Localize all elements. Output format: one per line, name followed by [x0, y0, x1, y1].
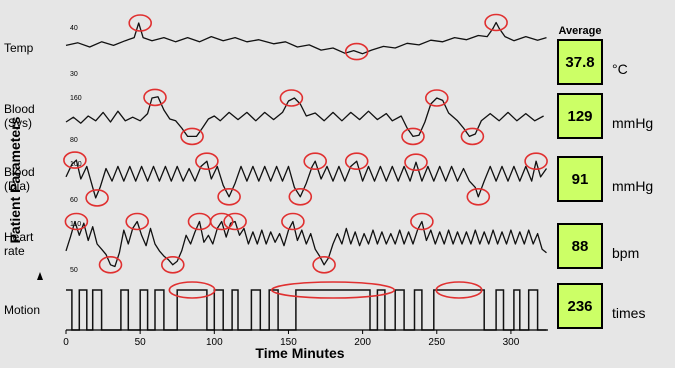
highlight-circle-sys [143, 88, 167, 107]
highlight-circle-hr [223, 212, 247, 231]
highlight-circle-sys [460, 127, 485, 146]
highlight-circle-temp [344, 42, 369, 61]
average-value-temp: 37.8 [565, 54, 594, 71]
x-tick-label: 200 [354, 337, 371, 348]
y-axis-title: Patient Parameters [7, 116, 23, 243]
highlight-circle-temp [484, 13, 508, 32]
unit-motion: times [612, 305, 645, 321]
y-min-label-sys: 80 [70, 137, 78, 144]
series-line-temp [65, 21, 547, 55]
highlight-circle-dia [344, 152, 369, 170]
highlight-circle-hr [312, 255, 336, 274]
row-label-dia: Blood [4, 165, 35, 179]
series-line-dia [65, 159, 548, 199]
x-tick-label: 150 [280, 337, 297, 348]
highlight-circle-dia [63, 151, 87, 169]
average-box-sys [557, 93, 603, 139]
row-label-sys: (Sys) [4, 116, 32, 130]
average-box-temp [557, 39, 603, 85]
row-label-temp: Temp [4, 41, 34, 55]
highlight-circle-sys [180, 127, 204, 146]
arrow-icon [37, 272, 43, 280]
highlight-circle-temp [128, 14, 152, 32]
average-header: Average [558, 25, 601, 37]
unit-dia: mmHg [612, 178, 653, 194]
average-box-dia [557, 156, 603, 202]
y-min-label-hr: 50 [70, 267, 78, 274]
average-value-dia: 91 [572, 171, 589, 188]
row-label-motion: Motion [4, 303, 40, 317]
x-tick-label: 100 [206, 337, 223, 348]
y-max-label-dia: 100 [70, 161, 82, 168]
y-max-label-sys: 160 [70, 95, 82, 102]
unit-sys: mmHg [612, 115, 653, 131]
y-min-label-dia: 60 [70, 197, 78, 204]
row-label-sys: Blood [4, 102, 35, 116]
highlight-circle-sys [401, 127, 425, 146]
highlight-circle-hr [281, 212, 305, 231]
average-value-hr: 88 [572, 238, 589, 255]
row-label-dia: (Dia) [4, 179, 30, 193]
average-box-motion [557, 283, 603, 329]
x-tick-label: 250 [428, 337, 445, 348]
highlight-circle-hr [125, 212, 149, 231]
highlight-circle-hr [209, 212, 234, 231]
highlight-circle-dia [288, 188, 313, 206]
highlight-circle-dia [217, 188, 241, 206]
average-value-motion: 236 [567, 298, 592, 315]
row-label-hr: rate [4, 244, 25, 258]
highlight-circle-dia [85, 189, 109, 207]
highlight-circle-motion [168, 281, 216, 299]
highlight-circle-dia [404, 153, 428, 171]
highlight-circle-motion [270, 281, 396, 299]
series-line-hr [65, 220, 547, 268]
unit-temp: °C [612, 61, 628, 77]
highlight-circle-dia [524, 152, 548, 170]
row-temp: Temp 40 30 37.8 °C [4, 13, 628, 85]
x-tick-label: 300 [503, 337, 520, 348]
series-line-sys [65, 96, 544, 138]
row-dia: Blood(Dia) 100 60 91 mmHg [4, 151, 653, 207]
highlight-circle-hr [161, 255, 185, 274]
x-tick-label: 50 [135, 337, 147, 348]
highlight-circle-hr [98, 255, 123, 274]
unit-hr: bpm [612, 245, 639, 261]
x-tick-label: 0 [63, 337, 69, 348]
highlight-circle-hr [64, 212, 89, 231]
highlight-circle-dia [303, 152, 328, 170]
highlight-circle-dia [195, 152, 219, 170]
y-min-label-temp: 30 [70, 71, 78, 78]
row-label-hr: Heart [4, 230, 34, 244]
highlight-circle-sys [424, 89, 449, 107]
row-sys: Blood(Sys) 160 80 129 mmHg [4, 88, 653, 146]
highlight-circle-hr [410, 212, 434, 231]
highlight-circle-sys [279, 89, 304, 107]
average-value-sys: 129 [567, 108, 592, 125]
y-max-label-temp: 40 [70, 25, 78, 32]
row-motion: Motion 236 times [4, 281, 645, 331]
average-box-hr [557, 223, 603, 269]
x-axis-title: Time Minutes [255, 345, 344, 361]
highlight-circle-motion [435, 281, 483, 299]
highlight-circle-dia [466, 188, 491, 206]
